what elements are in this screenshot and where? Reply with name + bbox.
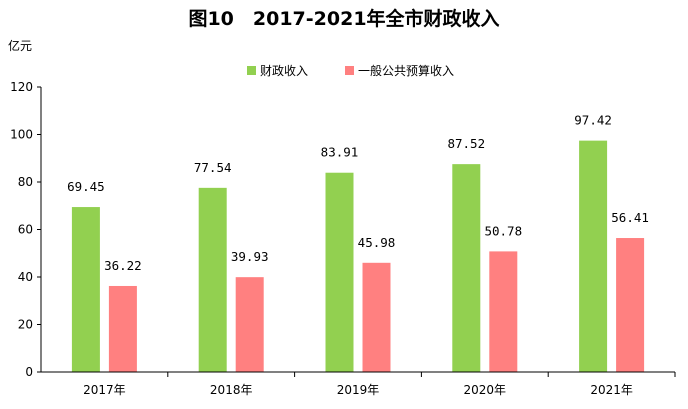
x-axis: 2017年 2018年 2019年 2020年 2021年 xyxy=(83,372,676,397)
legend-label-budget-revenue: 一般公共预算收入 xyxy=(358,63,454,78)
bar-total-revenue xyxy=(71,207,100,372)
bar-total-revenue xyxy=(579,140,608,372)
x-category-label: 2019年 xyxy=(337,383,380,397)
bar-budget-revenue xyxy=(235,277,264,372)
bar-budget-revenue xyxy=(489,251,518,372)
y-tick-label: 20 xyxy=(18,318,33,332)
legend-label-total-revenue: 财政收入 xyxy=(260,64,308,78)
data-label-budget-revenue: 39.93 xyxy=(231,249,269,264)
bar-budget-revenue xyxy=(362,262,391,372)
data-label-total-revenue: 77.54 xyxy=(194,160,232,175)
data-label-budget-revenue: 45.98 xyxy=(358,235,396,250)
data-label-budget-revenue: 56.41 xyxy=(611,210,649,225)
x-category-label: 2021年 xyxy=(590,383,633,397)
data-labels: 69.45 36.22 77.54 39.93 83.91 45.98 87.52 50.78… xyxy=(67,113,649,273)
bar-total-revenue xyxy=(198,187,227,372)
legend-swatch-budget-revenue xyxy=(345,66,354,75)
legend-swatch-total-revenue xyxy=(247,66,256,75)
data-label-total-revenue: 83.91 xyxy=(321,145,359,160)
data-label-total-revenue: 69.45 xyxy=(67,179,105,194)
y-tick-label: 80 xyxy=(18,175,33,189)
bars xyxy=(71,140,645,372)
y-tick-label: 40 xyxy=(18,270,33,284)
bar-budget-revenue xyxy=(108,285,137,372)
bar-total-revenue xyxy=(325,172,354,372)
x-category-label: 2018年 xyxy=(210,383,253,397)
bar-budget-revenue xyxy=(616,238,645,372)
data-label-total-revenue: 97.42 xyxy=(574,113,612,128)
x-category-label: 2020年 xyxy=(464,383,507,397)
y-axis-unit: 亿元 xyxy=(8,38,32,53)
chart-title: 图10 2017-2021年全市财政收入 xyxy=(188,7,499,30)
legend: 财政收入 一般公共预算收入 xyxy=(247,63,454,78)
y-axis: 0 20 40 60 80 100 120 xyxy=(10,80,41,379)
y-tick-label: 100 xyxy=(10,128,33,142)
data-label-budget-revenue: 50.78 xyxy=(484,223,522,238)
data-label-total-revenue: 87.52 xyxy=(447,136,485,151)
data-label-budget-revenue: 36.22 xyxy=(104,258,142,273)
y-tick-label: 60 xyxy=(18,223,33,237)
y-tick-label: 0 xyxy=(25,365,33,379)
x-category-label: 2017年 xyxy=(83,383,126,397)
bar-total-revenue xyxy=(452,164,481,372)
y-tick-label: 120 xyxy=(10,80,33,94)
